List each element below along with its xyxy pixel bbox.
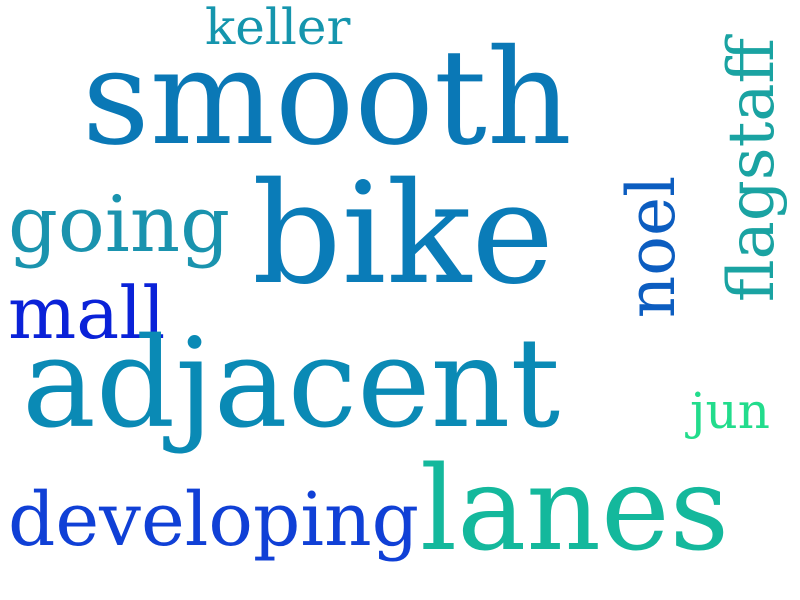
word-going: going	[8, 180, 231, 270]
word-adjacent: adjacent	[22, 312, 561, 456]
word-jun: jun	[690, 382, 770, 440]
word-lanes: lanes	[420, 442, 730, 577]
word-bike: bike	[252, 153, 555, 316]
word-noel: noel	[613, 175, 690, 319]
word-smooth: smooth	[82, 21, 572, 175]
word-developing: developing	[8, 477, 420, 563]
word-flagstaff: flagstaff	[715, 38, 789, 302]
word-mall: mall	[8, 271, 166, 355]
word-keller: keller	[205, 0, 351, 56]
